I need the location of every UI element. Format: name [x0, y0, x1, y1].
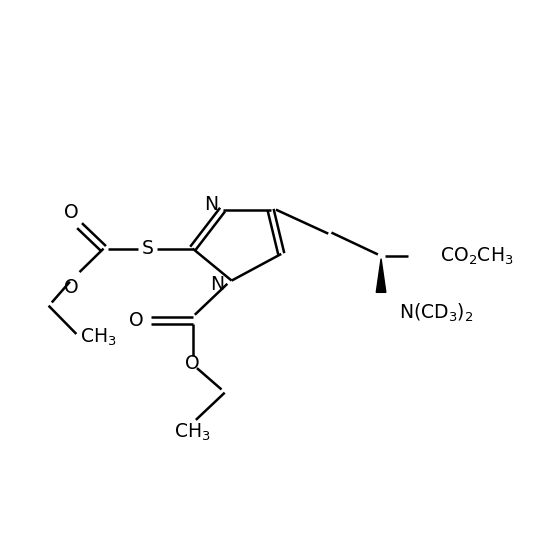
- Text: S: S: [142, 239, 154, 258]
- Text: CH$_3$: CH$_3$: [175, 422, 211, 443]
- Text: CH$_3$: CH$_3$: [80, 326, 117, 348]
- Text: O: O: [64, 203, 79, 222]
- Text: N(CD$_3$)$_2$: N(CD$_3$)$_2$: [399, 301, 473, 324]
- Text: O: O: [64, 278, 79, 296]
- Text: N: N: [204, 195, 218, 214]
- Text: O: O: [186, 354, 200, 373]
- Text: N: N: [209, 275, 224, 294]
- Text: O: O: [129, 311, 144, 330]
- Text: CO$_2$CH$_3$: CO$_2$CH$_3$: [440, 246, 514, 267]
- Polygon shape: [376, 259, 386, 292]
